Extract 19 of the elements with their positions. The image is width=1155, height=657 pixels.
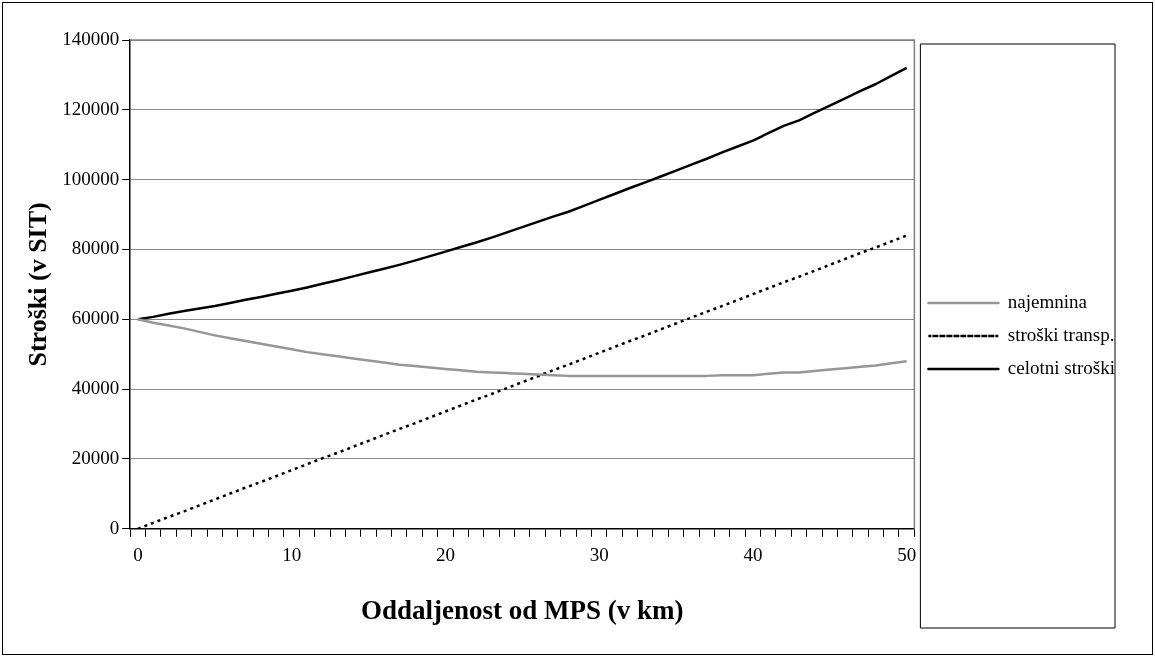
y-tick-label: 120000 [62, 97, 120, 119]
y-tick-label: 60000 [71, 307, 120, 329]
x-tick-label: 20 [435, 544, 455, 566]
legend-label: najemnina [1007, 290, 1088, 312]
y-tick-label: 80000 [71, 237, 120, 259]
y-tick-label: 100000 [62, 167, 120, 189]
y-tick-label: 140000 [62, 27, 120, 49]
y-tick-label: 0 [109, 516, 120, 538]
x-tick-label: 0 [133, 544, 143, 566]
y-tick-label: 40000 [71, 377, 120, 399]
y-tick-label: 20000 [71, 446, 120, 468]
x-tick-label: 30 [589, 544, 609, 566]
legend-label: stroški transp. [1007, 323, 1115, 345]
y-axis-title: Stroški (v SIT) [23, 202, 53, 367]
x-tick-label: 10 [282, 544, 302, 566]
x-tick-label: 50 [897, 544, 917, 566]
legend-label: celotni stroški [1007, 356, 1116, 378]
x-tick-label: 40 [743, 544, 763, 566]
x-axis-title: Oddaljenost od MPS (v km) [361, 594, 684, 625]
